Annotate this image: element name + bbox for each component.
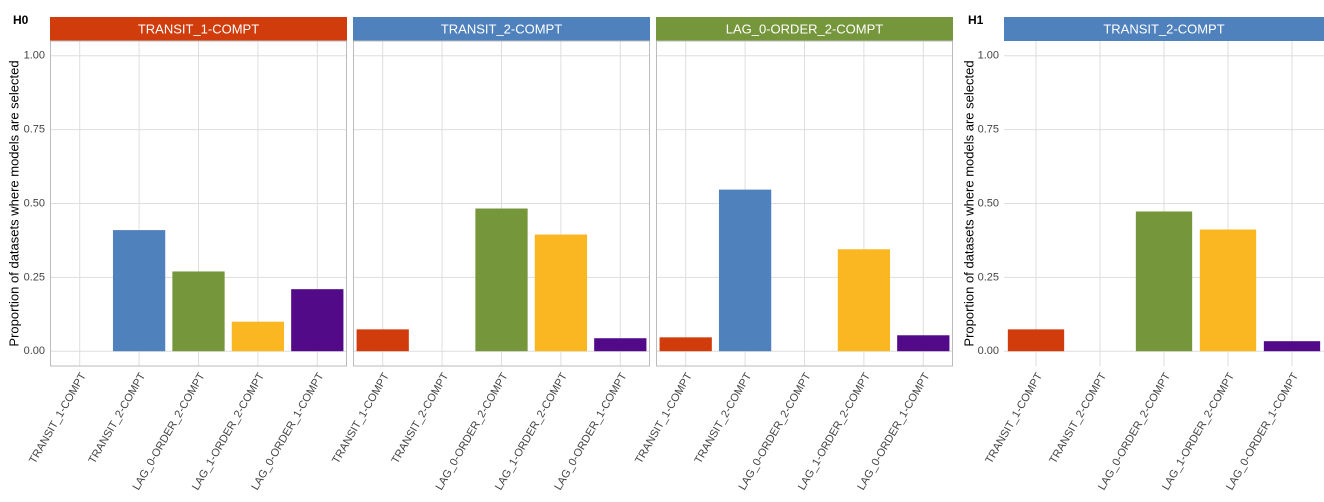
y-tick-label: 1.00 [978,50,999,62]
y-axis-title: Proportion of datasets where models are … [6,60,21,346]
bar [534,234,588,352]
group-label: H1 [968,13,984,27]
strip [50,17,347,41]
y-tick-label: 0.75 [978,124,999,136]
strip [353,17,650,41]
bar [172,271,225,352]
bar [356,329,409,352]
y-axis-title: Proportion of datasets where models are … [961,60,976,346]
y-tick-label: 0.25 [24,271,45,283]
x-tick-label: TRANSIT_1-COMPT [983,371,1045,466]
x-tick-label: LAG_0-ORDER_1-COMPT [1224,371,1301,493]
y-tick-label: 0.50 [24,197,45,209]
x-tick-label: TRANSIT_1-COMPT [330,371,392,466]
x-tick-label: TRANSIT_1-COMPT [633,371,695,466]
facet-title: TRANSIT_2-COMPT [441,21,562,36]
bar [231,321,285,352]
x-tick-label: LAG_0-ORDER_1-COMPT [855,371,932,493]
x-tick-label: LAG_0-ORDER_2-COMPT [1096,371,1173,493]
bar [112,230,166,352]
bar [1135,211,1193,352]
bar [718,189,772,352]
strip [1004,17,1324,41]
x-tick-label: TRANSIT_2-COMPT [86,371,148,466]
y-tick-label: 0.50 [978,197,999,209]
bar [897,335,950,352]
bar [594,338,647,352]
x-tick-label: TRANSIT_2-COMPT [389,371,451,466]
x-tick-label: LAG_0-ORDER_1-COMPT [552,371,629,493]
bar [837,249,891,352]
facet-title: TRANSIT_2-COMPT [1103,21,1224,36]
panel-border [353,40,650,367]
y-tick-label: 0.25 [978,271,999,283]
x-tick-label: TRANSIT_1-COMPT [27,371,89,466]
y-tick-label: 0.00 [978,345,999,357]
x-tick-label: LAG_1-ORDER_2-COMPT [1160,371,1237,493]
panel-border [656,40,953,367]
bar [475,208,528,352]
x-tick-label: TRANSIT_2-COMPT [1047,371,1109,466]
x-tick-label: LAG_0-ORDER_1-COMPT [249,371,326,493]
group-label: H0 [13,13,29,27]
x-tick-label: TRANSIT_2-COMPT [692,371,754,466]
y-tick-label: 1.00 [24,50,45,62]
bar [1199,229,1257,352]
facet-title: LAG_0-ORDER_2-COMPT [726,21,884,36]
bar [1263,341,1321,352]
facet-title: TRANSIT_1-COMPT [138,21,259,36]
bar [659,337,712,352]
bar [291,289,344,352]
panel-border [50,40,347,367]
bar [1007,329,1065,352]
y-tick-label: 0.75 [24,124,45,136]
strip [656,17,953,41]
y-tick-label: 0.00 [24,345,45,357]
